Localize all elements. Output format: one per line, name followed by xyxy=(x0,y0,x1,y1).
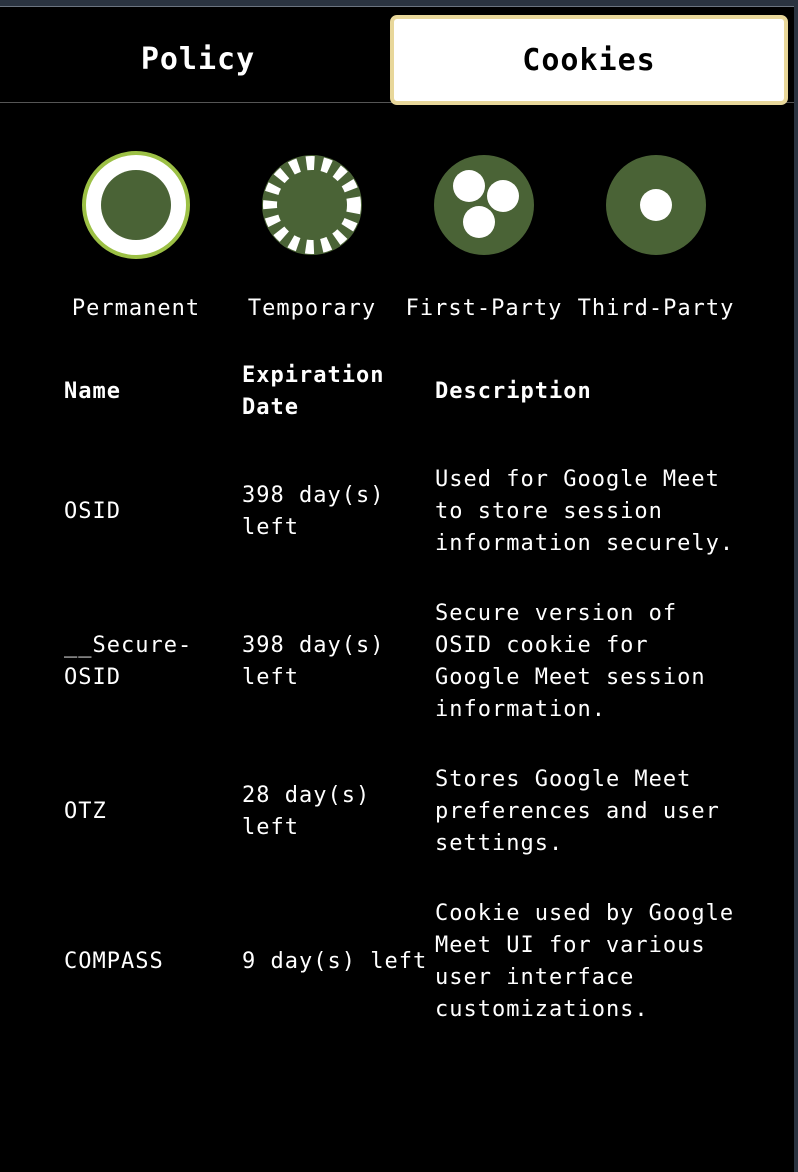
cookie-type-label: Permanent xyxy=(71,296,201,321)
temporary-cookie-icon xyxy=(262,155,362,255)
cookie-name: __Secure-OSID xyxy=(64,633,193,690)
first-party-cookie-icon xyxy=(434,155,534,255)
table-row: __Secure-OSID 398 day(s) left Secure ver… xyxy=(64,598,735,764)
cookie-expiration: 9 day(s) left xyxy=(242,949,428,974)
cookie-expiration: 398 day(s) left xyxy=(242,633,385,690)
scrollbar-track[interactable] xyxy=(794,0,798,1172)
permanent-cookie-icon xyxy=(82,151,190,259)
table-row: OSID 398 day(s) left Used for Google Mee… xyxy=(64,464,735,598)
tab-policy[interactable]: Policy xyxy=(140,41,256,77)
cookie-description: Secure version of OSID cookie for Google… xyxy=(435,601,706,722)
cookie-type-temporary: Temporary xyxy=(222,150,402,321)
cookie-type-third-party: Third-Party xyxy=(566,150,746,321)
cookie-table: Name Expiration Date Description OSID 39… xyxy=(64,360,735,1064)
cookie-name: OSID xyxy=(64,499,121,524)
header-description: Description xyxy=(435,379,592,404)
cookie-type-label: First-Party xyxy=(405,296,563,321)
table-header-row: Name Expiration Date Description xyxy=(64,360,735,464)
cookie-type-label: Temporary xyxy=(247,296,377,321)
header-expiration: Expiration Date xyxy=(242,363,385,420)
cookie-description: Stores Google Meet preferences and user … xyxy=(435,767,720,856)
tab-bar: Policy Cookies xyxy=(0,7,794,105)
tab-cookies[interactable]: Cookies xyxy=(390,15,788,105)
cookie-type-label: Third-Party xyxy=(577,296,735,321)
header-name: Name xyxy=(64,379,121,404)
third-party-cookie-icon xyxy=(606,155,706,255)
table-row: COMPASS 9 day(s) left Cookie used by Goo… xyxy=(64,898,735,1064)
cookie-name: OTZ xyxy=(64,799,107,824)
cookie-expiration: 398 day(s) left xyxy=(242,483,385,540)
window-top-bar xyxy=(0,0,798,7)
cookie-expiration: 28 day(s) left xyxy=(242,783,371,840)
cookie-type-permanent: Permanent xyxy=(46,150,226,321)
cookie-name: COMPASS xyxy=(64,949,164,974)
cookie-type-first-party: First-Party xyxy=(394,150,574,321)
cookie-description: Cookie used by Google Meet UI for variou… xyxy=(435,901,735,1022)
cookie-description: Used for Google Meet to store session in… xyxy=(435,467,735,556)
table-row: OTZ 28 day(s) left Stores Google Meet pr… xyxy=(64,764,735,898)
